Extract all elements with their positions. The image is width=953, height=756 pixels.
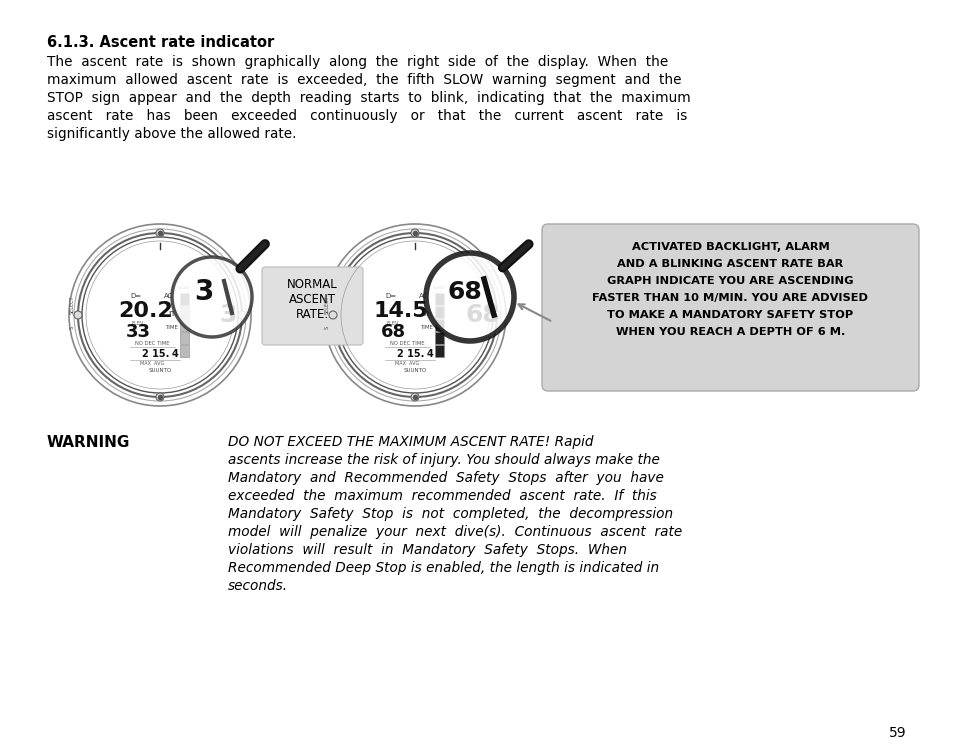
Text: TIME: TIME xyxy=(419,325,433,330)
Text: 68: 68 xyxy=(465,303,500,327)
Text: 59: 59 xyxy=(888,726,906,740)
Text: Mandatory  and  Recommended  Safety  Stops  after  you  have: Mandatory and Recommended Safety Stops a… xyxy=(228,471,663,485)
Text: AC: AC xyxy=(164,293,173,299)
Text: SUUNTO: SUUNTO xyxy=(149,368,172,373)
Text: m: m xyxy=(168,309,176,318)
Text: DO NOT EXCEED THE MAXIMUM ASCENT RATE! Rapid: DO NOT EXCEED THE MAXIMUM ASCENT RATE! R… xyxy=(228,435,593,449)
Text: ascent   rate   has   been   exceeded   continuously   or   that   the   current: ascent rate has been exceeded continuous… xyxy=(47,109,687,123)
Bar xyxy=(180,293,189,305)
Text: TIME: TIME xyxy=(165,325,177,330)
Bar xyxy=(180,345,189,357)
Text: 68: 68 xyxy=(447,280,482,304)
Bar xyxy=(180,306,189,318)
Circle shape xyxy=(156,229,164,237)
Text: MAX  AVG: MAX AVG xyxy=(140,361,164,366)
Text: significantly above the allowed rate.: significantly above the allowed rate. xyxy=(47,127,296,141)
FancyBboxPatch shape xyxy=(541,224,918,391)
Circle shape xyxy=(172,257,252,337)
FancyBboxPatch shape xyxy=(262,267,363,345)
Text: ascents increase the risk of injury. You should always make the: ascents increase the risk of injury. You… xyxy=(228,453,659,467)
Text: 4: 4 xyxy=(427,349,434,359)
Circle shape xyxy=(156,393,164,401)
Circle shape xyxy=(237,311,246,319)
Text: AND A BLINKING ASCENT RATE BAR: AND A BLINKING ASCENT RATE BAR xyxy=(617,259,842,269)
Text: NO DEC TIME: NO DEC TIME xyxy=(390,341,424,346)
Bar xyxy=(435,293,443,305)
Text: NO DEC TIME: NO DEC TIME xyxy=(134,341,169,346)
Text: ELEV: ELEV xyxy=(387,321,399,326)
Text: D=: D= xyxy=(130,293,141,299)
Bar xyxy=(435,332,443,344)
Text: 68: 68 xyxy=(380,323,405,341)
Text: The  ascent  rate  is  shown  graphically  along  the  right  side  of  the  dis: The ascent rate is shown graphically alo… xyxy=(47,55,667,69)
Circle shape xyxy=(74,311,82,319)
Bar xyxy=(180,319,189,331)
Text: ACTIVATED BACKLIGHT, ALARM: ACTIVATED BACKLIGHT, ALARM xyxy=(631,242,828,252)
Text: 2 15.: 2 15. xyxy=(142,349,170,359)
Circle shape xyxy=(82,237,237,393)
Text: FASTER THAN 10 M/MIN. YOU ARE ADVISED: FASTER THAN 10 M/MIN. YOU ARE ADVISED xyxy=(592,293,867,303)
Text: SELECT: SELECT xyxy=(70,296,74,314)
Text: STOP  sign  appear  and  the  depth  reading  starts  to  blink,  indicating  th: STOP sign appear and the depth reading s… xyxy=(47,91,690,105)
Circle shape xyxy=(411,229,418,237)
Text: SLOW: SLOW xyxy=(433,286,445,290)
Text: maximum  allowed  ascent  rate  is  exceeded,  the  fifth  SLOW  warning  segmen: maximum allowed ascent rate is exceeded,… xyxy=(47,73,680,87)
Circle shape xyxy=(69,224,251,406)
Text: NORMAL
ASCENT
RATE.: NORMAL ASCENT RATE. xyxy=(287,278,337,321)
Circle shape xyxy=(426,253,514,341)
Text: model  will  penalize  your  next  dive(s).  Continuous  ascent  rate: model will penalize your next dive(s). C… xyxy=(228,525,681,539)
Text: TO MAKE A MANDATORY SAFETY STOP: TO MAKE A MANDATORY SAFETY STOP xyxy=(607,310,853,320)
Text: S: S xyxy=(70,325,74,329)
Text: 33: 33 xyxy=(126,323,151,341)
Text: 14.5: 14.5 xyxy=(374,301,428,321)
Bar xyxy=(435,345,443,357)
Bar xyxy=(180,332,189,344)
Text: violations  will  result  in  Mandatory  Safety  Stops.  When: violations will result in Mandatory Safe… xyxy=(228,543,626,557)
Text: MAX  AVG: MAX AVG xyxy=(395,361,418,366)
Circle shape xyxy=(411,393,418,401)
Circle shape xyxy=(493,311,500,319)
Text: Recommended Deep Stop is enabled, the length is indicated in: Recommended Deep Stop is enabled, the le… xyxy=(228,561,659,575)
Text: m: m xyxy=(422,309,431,318)
Text: 6.1.3. Ascent rate indicator: 6.1.3. Ascent rate indicator xyxy=(47,35,274,50)
Text: Mandatory  Safety  Stop  is  not  completed,  the  decompression: Mandatory Safety Stop is not completed, … xyxy=(228,507,673,521)
Circle shape xyxy=(329,311,336,319)
Text: SELECT: SELECT xyxy=(324,296,329,314)
Text: exceeded  the  maximum  recommended  ascent  rate.  If  this: exceeded the maximum recommended ascent … xyxy=(228,489,656,503)
Text: S: S xyxy=(324,325,329,329)
Bar xyxy=(435,319,443,331)
Text: GRAPH INDICATE YOU ARE ASCENDING: GRAPH INDICATE YOU ARE ASCENDING xyxy=(607,276,853,286)
Text: 2 15.: 2 15. xyxy=(396,349,424,359)
Text: SLOW: SLOW xyxy=(178,286,190,290)
Text: D=: D= xyxy=(385,293,395,299)
Circle shape xyxy=(324,224,505,406)
Text: SUUNTO: SUUNTO xyxy=(403,368,426,373)
Text: AC: AC xyxy=(418,293,428,299)
Text: 3: 3 xyxy=(219,303,236,327)
Text: ELEV: ELEV xyxy=(132,321,144,326)
Text: 4: 4 xyxy=(172,349,178,359)
Circle shape xyxy=(336,237,493,393)
Text: 20.2: 20.2 xyxy=(118,301,173,321)
Text: 3: 3 xyxy=(194,278,213,306)
Bar xyxy=(435,306,443,318)
Text: WHEN YOU REACH A DEPTH OF 6 M.: WHEN YOU REACH A DEPTH OF 6 M. xyxy=(616,327,844,337)
Text: seconds.: seconds. xyxy=(228,579,288,593)
Text: WARNING: WARNING xyxy=(47,435,131,450)
